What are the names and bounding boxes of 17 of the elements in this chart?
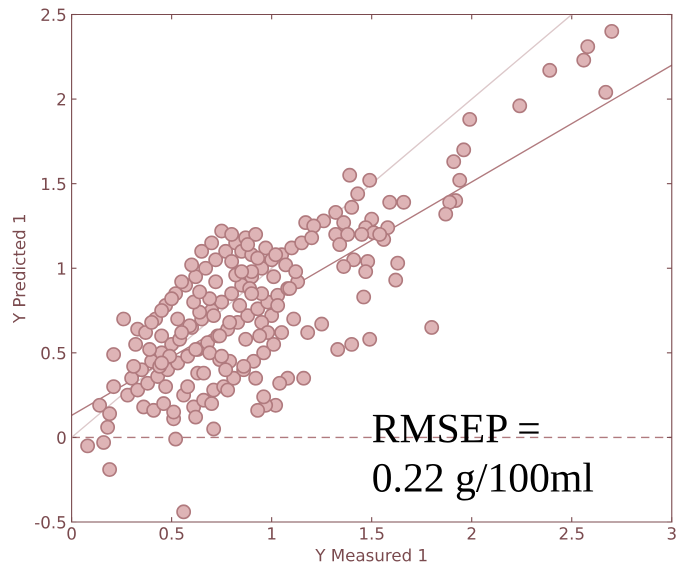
x-tick-label: 1.5	[360, 527, 384, 540]
y-tick-label: 2.5	[41, 8, 66, 22]
y-tick-label: 1	[58, 262, 66, 275]
x-tick-label: 3	[668, 527, 676, 540]
y-tick-label: 0.5	[41, 346, 66, 360]
y-tick-label: 2	[57, 93, 66, 106]
annotation: RMSEP = 0.22 g/100ml	[372, 414, 594, 501]
x-tick-label: 2	[468, 527, 476, 540]
y-tick-label: 0	[57, 431, 66, 444]
x-axis-title: Y Measured 1	[315, 548, 427, 562]
y-tick-label: 1.5	[42, 178, 66, 190]
x-tick-label: 2.5	[560, 527, 584, 540]
x-tick-label: 0.5	[159, 527, 184, 540]
y-axis-title: Y Predicted 1	[12, 214, 26, 324]
x-tick-label: 1	[268, 527, 276, 540]
y-tick-label: -0.5	[35, 516, 66, 529]
x-tick-label: 0	[67, 527, 76, 540]
